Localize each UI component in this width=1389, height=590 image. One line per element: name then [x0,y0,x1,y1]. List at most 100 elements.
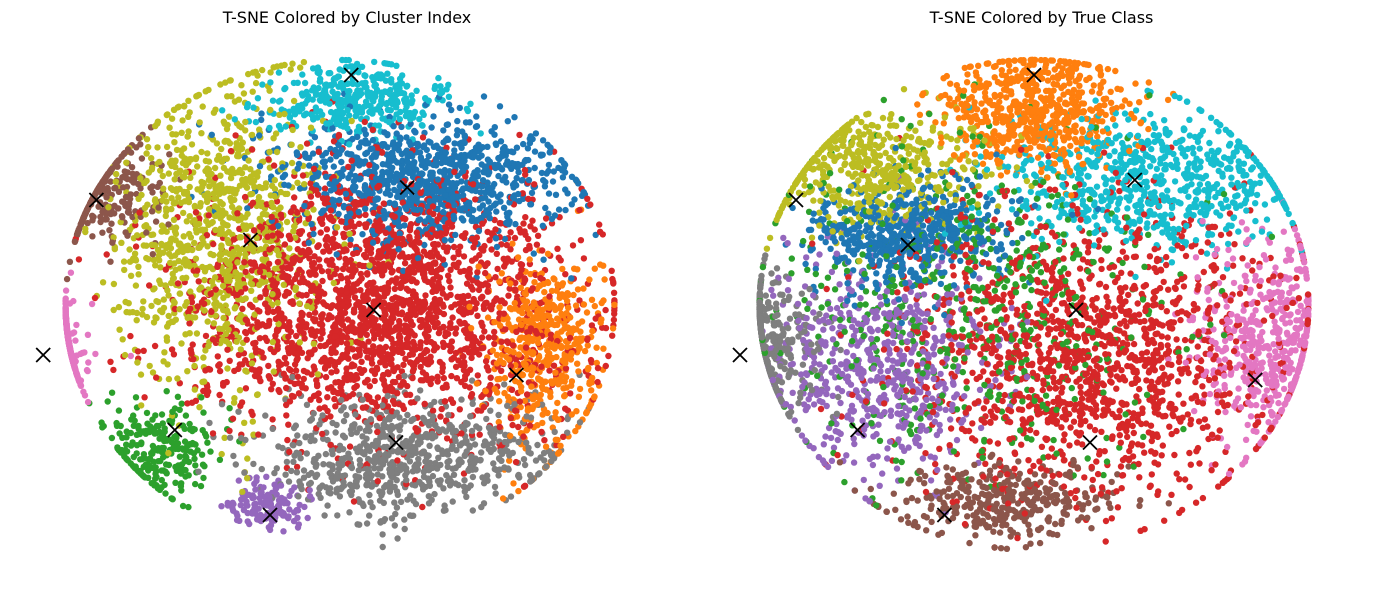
scatter-point [181,103,188,110]
scatter-point [350,200,357,207]
scatter-point [444,458,451,466]
scatter-point [295,493,302,500]
scatter-point [457,442,464,449]
scatter-point [157,264,164,271]
scatter-point [183,218,190,225]
scatter-point [252,339,259,347]
scatter-point [119,174,126,181]
scatter-point [258,202,265,210]
scatter-point [401,240,408,248]
scatter-point [525,156,532,164]
scatter-point [288,467,295,475]
scatter-point [293,151,301,159]
scatter-point [192,155,200,163]
scatter-point [408,330,416,337]
scatter-point [524,145,532,152]
scatter-point [242,367,249,374]
scatter-point [316,263,323,270]
scatter-point [291,484,298,491]
scatter-point [341,309,349,316]
scatter-point [534,232,542,239]
scatter-point [487,374,494,381]
scatter-point [439,364,446,371]
scatter-point [453,132,461,139]
scatter-point [364,376,371,384]
scatter-point [271,265,278,273]
scatter-point [220,306,227,314]
scatter-point [197,482,205,490]
scatter-point [242,164,249,171]
scatter-point [268,301,276,308]
scatter-point [332,429,339,436]
scatter-point [147,423,154,430]
scatter-point [321,158,329,165]
scatter-point [343,395,350,402]
scatter-point [249,88,256,95]
scatter-point [237,234,245,241]
scatter-point [282,84,289,92]
scatter-point [409,97,416,104]
scatter-point [526,260,534,268]
scatter-point [539,222,546,229]
scatter-point [204,150,211,157]
scatter-point [507,246,514,253]
scatter-point [434,373,441,380]
scatter-point [218,401,226,408]
scatter-point [306,162,313,169]
scatter-point [312,271,319,278]
scatter-point [452,325,460,332]
scatter-point [296,501,303,509]
scatter-point [313,392,320,399]
scatter-point [210,320,218,327]
scatter-point [472,466,479,473]
scatter-point [376,465,383,472]
scatter-point [432,421,439,429]
scatter-point [394,535,401,542]
scatter-point [294,179,301,186]
scatter-point [248,287,255,294]
scatter-point [123,434,130,441]
scatter-point [568,411,575,418]
scatter-point [120,258,128,265]
scatter-point [316,396,323,404]
scatter-point [245,70,252,78]
scatter-point [319,277,326,285]
scatter-point [302,324,310,331]
scatter-point [322,450,330,458]
scatter-point [365,338,372,345]
scatter-point [252,118,260,126]
scatter-point [507,280,514,287]
scatter-point [149,369,157,376]
scatter-point [188,299,196,306]
scatter-point [476,431,483,438]
scatter-point [469,473,477,481]
scatter-point [148,208,156,215]
scatter-point [143,136,151,143]
scatter-point [163,470,170,477]
scatter-point [488,246,495,253]
scatter-point [118,213,126,220]
scatter-point [382,362,389,369]
scatter-point [491,334,498,341]
scatter-point [242,357,249,364]
scatter-point [569,242,577,249]
scatter-point [327,108,335,116]
scatter-point [333,327,340,334]
scatter-point [503,338,511,345]
scatter-point [400,405,408,413]
scatter-point [146,362,153,370]
scatter-point [196,215,203,222]
scatter-point [281,241,289,248]
scatter-point [294,373,302,380]
scatter-point [381,381,388,388]
scatter-point [403,273,410,280]
scatter-point [562,365,570,372]
scatter-point [413,279,420,286]
scatter-point [242,385,250,392]
scatter-point [265,156,272,163]
scatter-point [236,517,243,524]
scatter-point [119,184,127,191]
scatter-point [356,498,363,506]
scatter-point [294,432,301,439]
scatter-point [128,164,136,171]
